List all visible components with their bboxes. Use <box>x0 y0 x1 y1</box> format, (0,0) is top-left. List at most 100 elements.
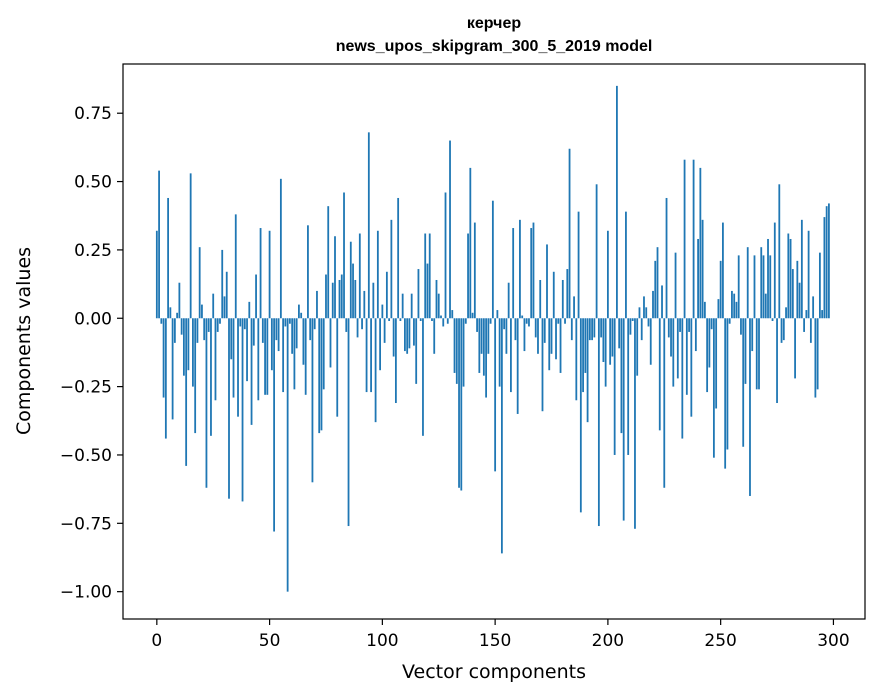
bar-component-105 <box>392 318 395 357</box>
bar-component-288 <box>805 310 808 319</box>
bar-component-21 <box>203 318 206 341</box>
bar-component-103 <box>388 318 391 321</box>
bar-component-247 <box>712 318 715 458</box>
bar-component-34 <box>232 318 235 398</box>
bar-component-25 <box>212 293 215 319</box>
bar-component-198 <box>602 318 605 362</box>
bar-component-259 <box>740 318 742 335</box>
bar-component-279 <box>785 307 787 319</box>
bar-component-114 <box>413 318 415 346</box>
y-tick-label: 0.50 <box>74 173 112 193</box>
bar-component-95 <box>370 318 372 393</box>
bar-component-87 <box>352 263 354 319</box>
bar-component-123 <box>433 318 436 354</box>
bar-series <box>155 85 830 592</box>
x-tick-label: 50 <box>259 631 281 651</box>
bar-component-161 <box>519 219 521 319</box>
bar-component-93 <box>365 318 368 393</box>
bar-component-130 <box>449 140 451 319</box>
bar-component-203 <box>613 318 616 455</box>
x-axis-label: Vector components <box>402 661 586 683</box>
y-tick-label: 0.00 <box>74 309 112 329</box>
bar-component-210 <box>629 318 632 335</box>
bar-component-45 <box>257 318 260 401</box>
bar-component-202 <box>611 318 614 357</box>
bar-component-254 <box>728 318 731 324</box>
bar-component-159 <box>514 318 517 341</box>
bar-component-138 <box>467 233 469 319</box>
bar-component-0 <box>155 230 158 319</box>
bar-component-182 <box>566 269 569 319</box>
bar-component-270 <box>764 293 767 319</box>
bar-component-296 <box>823 217 826 319</box>
y-axis-label: Components values <box>13 247 35 435</box>
bar-component-267 <box>758 318 760 390</box>
bar-component-18 <box>196 318 199 343</box>
bar-component-228 <box>670 318 672 357</box>
bar-component-292 <box>814 318 817 398</box>
bar-component-271 <box>767 238 769 319</box>
bar-component-71 <box>316 290 318 319</box>
bar-component-186 <box>575 318 578 401</box>
bar-component-14 <box>187 318 190 371</box>
bar-component-218 <box>647 318 650 327</box>
bar-component-113 <box>410 293 413 319</box>
bar-component-158 <box>512 228 515 319</box>
bar-component-148 <box>489 318 492 324</box>
bar-component-102 <box>385 271 388 319</box>
bar-component-83 <box>343 192 345 319</box>
bar-component-61 <box>293 318 296 390</box>
bar-component-46 <box>259 228 262 319</box>
bar-component-72 <box>318 318 321 434</box>
bar-component-264 <box>751 318 754 352</box>
y-tick-label: −0.75 <box>60 514 112 534</box>
y-tick-label: −0.25 <box>60 378 112 398</box>
bar-component-243 <box>703 301 706 319</box>
bar-component-32 <box>228 318 230 499</box>
bar-component-211 <box>631 318 634 321</box>
bar-component-37 <box>239 318 242 327</box>
bar-component-214 <box>638 307 641 319</box>
bar-component-111 <box>406 318 409 354</box>
bar-component-69 <box>311 318 314 483</box>
bar-component-152 <box>498 318 501 387</box>
bar-component-40 <box>246 318 248 382</box>
bar-component-204 <box>616 85 618 319</box>
bar-component-212 <box>634 318 636 529</box>
bar-component-125 <box>437 293 440 319</box>
bar-component-118 <box>422 318 424 436</box>
bar-component-143 <box>478 318 481 373</box>
bar-component-88 <box>354 279 357 319</box>
bar-component-119 <box>424 233 427 319</box>
bar-component-54 <box>277 318 280 352</box>
bar-component-272 <box>769 255 772 319</box>
bar-component-242 <box>701 219 704 319</box>
x-tick-label: 300 <box>817 631 849 651</box>
bar-component-283 <box>794 318 796 379</box>
bar-component-168 <box>534 318 537 338</box>
bar-component-92 <box>363 290 366 319</box>
bar-component-122 <box>431 318 433 321</box>
bar-component-156 <box>507 282 510 319</box>
bar-component-286 <box>800 219 803 319</box>
bar-component-23 <box>207 318 210 332</box>
bar-component-110 <box>404 318 406 352</box>
bar-component-59 <box>288 318 291 324</box>
bar-component-209 <box>627 318 630 455</box>
bar-component-131 <box>451 310 454 319</box>
bar-component-179 <box>559 318 562 373</box>
bar-component-190 <box>584 318 587 373</box>
bar-component-91 <box>361 318 363 330</box>
bar-component-38 <box>241 318 244 502</box>
bar-component-189 <box>582 318 584 393</box>
bar-component-169 <box>537 318 539 354</box>
y-tick-label: 0.25 <box>74 241 112 261</box>
bar-component-233 <box>681 318 684 439</box>
bar-component-17 <box>194 318 197 434</box>
bar-component-79 <box>334 236 336 319</box>
bar-component-261 <box>744 318 747 384</box>
bar-component-205 <box>618 318 621 349</box>
bar-component-126 <box>440 315 442 319</box>
bar-component-28 <box>219 318 221 324</box>
bar-component-135 <box>460 318 463 491</box>
